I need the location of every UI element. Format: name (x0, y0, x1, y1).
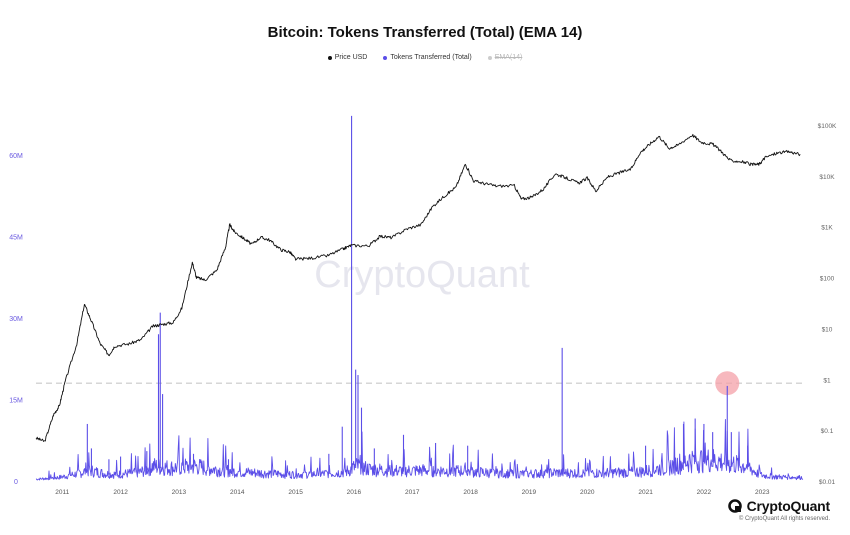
copyright-text: © CryptoQuant All rights reserved. (738, 516, 830, 522)
x-axis-tick-label: 2015 (288, 489, 303, 496)
x-axis-tick-label: 2020 (580, 489, 595, 496)
right-axis-tick-label: $100 (820, 276, 835, 283)
chart-title: Bitcoin: Tokens Transferred (Total) (EMA… (267, 24, 583, 41)
right-axis-tick-label: $100K (818, 123, 837, 130)
left-axis-tick-label: 0 (14, 479, 18, 486)
x-axis-tick-label: 2023 (755, 489, 770, 496)
left-axis-tick-label: 30M (9, 316, 23, 323)
legend-label-ema: EMA(14) (494, 54, 523, 61)
right-axis-tick-label: $1K (821, 225, 833, 232)
legend-label-tokens: Tokens Transferred (Total) (390, 54, 472, 61)
footer: CryptoQuant © CryptoQuant All rights res… (727, 498, 831, 522)
x-axis-tick-label: 2011 (55, 489, 69, 496)
x-axis-tick-label: 2019 (522, 489, 537, 496)
chart-legend: Price USD Tokens Transferred (Total) EMA… (0, 54, 850, 61)
legend-dot-tokens (383, 55, 388, 60)
x-axis-tick-label: 2018 (463, 489, 478, 496)
right-axis-tick-label: $10 (822, 326, 833, 333)
legend-item-tokens[interactable]: Tokens Transferred (Total) (383, 54, 472, 61)
legend-dot-ema (487, 55, 492, 60)
legend-label-price: Price USD (334, 54, 368, 61)
price-usd-line (35, 133, 801, 442)
tokens-transferred-line (35, 419, 804, 481)
x-axis-tick-label: 2013 (172, 489, 187, 496)
brand-name: CryptoQuant (746, 498, 831, 514)
left-axis-tick-label: 45M (9, 235, 23, 242)
x-axis-tick-label: 2017 (405, 489, 420, 496)
legend-item-ema[interactable]: EMA(14) (487, 54, 523, 61)
legend-item-price[interactable]: Price USD (327, 54, 368, 61)
watermark-text: CryptoQuant (314, 254, 530, 296)
x-axis-tick-label: 2012 (113, 489, 128, 496)
highlight-circle (715, 371, 740, 396)
left-axis-tick-label: 15M (9, 398, 23, 405)
x-axis-tick-label: 2021 (638, 489, 653, 496)
legend-dot-price (327, 55, 332, 60)
right-axis-tick-label: $0.1 (821, 428, 834, 435)
cryptoquant-logo-icon (727, 499, 742, 513)
brand-logo: CryptoQuant (727, 498, 831, 514)
right-axis-tick-label: $1 (823, 377, 831, 384)
x-axis-tick-label: 2022 (697, 489, 712, 496)
x-axis-tick-label: 2016 (347, 489, 362, 496)
right-axis-tick-label: $10K (819, 174, 835, 181)
right-axis-tick-label: $0.01 (819, 479, 836, 486)
left-axis-tick-label: 60M (9, 153, 23, 160)
x-axis-tick-label: 2014 (230, 489, 245, 496)
